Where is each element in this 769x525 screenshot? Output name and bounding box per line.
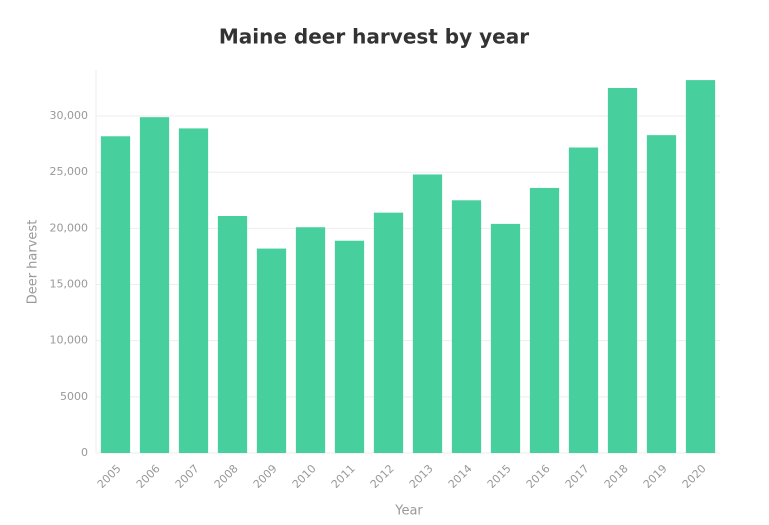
bar (217, 216, 248, 453)
bar (256, 248, 287, 453)
bar (685, 80, 716, 453)
bar (529, 187, 560, 453)
x-tick-label: 2013 (407, 462, 436, 491)
bar (568, 147, 599, 453)
bar (607, 87, 638, 453)
bar (490, 223, 521, 453)
x-tick-label: 2020 (680, 462, 709, 491)
y-tick-label: 15,000 (50, 278, 89, 291)
y-tick-label: 30,000 (50, 109, 89, 122)
x-tick-label: 2016 (524, 462, 553, 491)
y-tick-label: 20,000 (50, 221, 89, 234)
bar (139, 117, 170, 453)
bar (295, 227, 326, 453)
bar (100, 136, 131, 454)
x-tick-label: 2019 (641, 462, 670, 491)
x-tick-label: 2014 (446, 462, 475, 491)
x-tick-label: 2009 (251, 462, 280, 491)
y-tick-label: 25,000 (50, 165, 89, 178)
bar (646, 135, 677, 454)
x-axis-title: Year (394, 504, 423, 519)
y-tick-label: 5000 (60, 390, 88, 403)
x-tick-label: 2012 (368, 462, 397, 491)
chart-title: Maine deer harvest by year (219, 25, 529, 49)
bar (412, 174, 443, 454)
x-tick-label: 2017 (563, 462, 592, 491)
x-tick-label: 2011 (329, 462, 358, 491)
y-axis-title: Deer harvest (26, 220, 41, 305)
x-tick-label: 2008 (212, 462, 241, 491)
x-tick-label: 2006 (134, 462, 163, 491)
x-tick-label: 2015 (485, 462, 514, 491)
x-tick-label: 2005 (95, 462, 124, 491)
bar (373, 212, 404, 453)
bar (334, 240, 365, 453)
y-tick-label: 10,000 (50, 334, 89, 347)
y-tick-label: 0 (81, 446, 88, 459)
x-tick-label: 2007 (173, 462, 202, 491)
x-tick-label: 2018 (602, 462, 631, 491)
bar (178, 128, 209, 453)
x-tick-label: 2010 (290, 462, 319, 491)
bar (451, 200, 482, 453)
